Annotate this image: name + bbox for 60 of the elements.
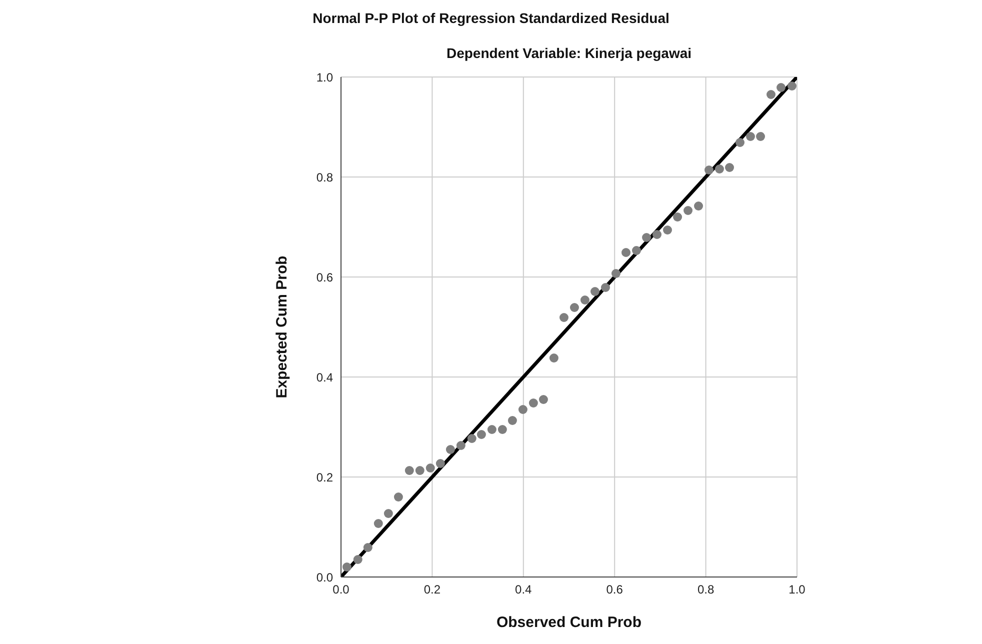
point — [342, 562, 352, 572]
point — [456, 441, 466, 450]
point — [590, 287, 600, 296]
point — [528, 398, 538, 408]
point — [600, 283, 610, 292]
x-tick-label: 0.8 — [697, 582, 714, 597]
point — [736, 138, 744, 147]
point — [652, 230, 662, 239]
point — [353, 555, 362, 564]
point — [662, 226, 672, 234]
x-tick-label: 0.4 — [515, 582, 532, 597]
point — [518, 405, 528, 414]
y-tick-label: 0.6 — [316, 270, 334, 284]
x-tick-label: 0.0 — [332, 582, 350, 597]
point — [374, 519, 383, 528]
y-tick-label: 1.0 — [316, 70, 334, 84]
point — [714, 164, 724, 174]
point — [725, 163, 734, 172]
point — [538, 395, 548, 404]
point — [776, 83, 786, 92]
x-tick-label: 1.0 — [788, 582, 806, 597]
point — [559, 313, 568, 322]
point — [446, 445, 455, 454]
point — [622, 248, 630, 257]
point — [498, 425, 507, 434]
point — [746, 132, 755, 141]
point — [756, 132, 766, 141]
point — [394, 492, 403, 502]
point — [384, 509, 393, 518]
chart-subtitle: Dependent Variable: Kinerja pegawai — [445, 45, 693, 61]
point — [570, 303, 579, 312]
point — [642, 233, 652, 242]
chart-title: Normal P-P Plot of Regression Standardized Residual — [312, 10, 670, 26]
point — [436, 459, 445, 468]
point — [766, 90, 776, 99]
y-tick-label: 0.8 — [316, 170, 334, 184]
point — [415, 466, 424, 475]
x-tick-label: 0.2 — [424, 582, 441, 597]
y-tick-label: 0.4 — [316, 370, 334, 384]
x-tick-label: 0.6 — [606, 582, 624, 597]
point — [363, 543, 372, 552]
point — [704, 166, 714, 174]
y-tick-label: 0.0 — [316, 570, 334, 584]
point — [787, 82, 796, 90]
y-tick-label: 0.2 — [316, 470, 334, 484]
x-axis-title: Observed Cum Prob — [496, 614, 642, 631]
point — [508, 416, 517, 425]
point — [426, 464, 435, 472]
point — [476, 430, 486, 439]
point — [632, 246, 641, 255]
point — [580, 296, 590, 304]
point — [404, 466, 414, 475]
y-axis-title: Expected Cum Prob — [273, 256, 290, 398]
point — [467, 434, 476, 443]
point — [549, 354, 558, 362]
point — [684, 206, 693, 215]
point — [694, 202, 704, 210]
point — [673, 212, 682, 222]
point — [611, 269, 620, 278]
point — [487, 425, 496, 434]
